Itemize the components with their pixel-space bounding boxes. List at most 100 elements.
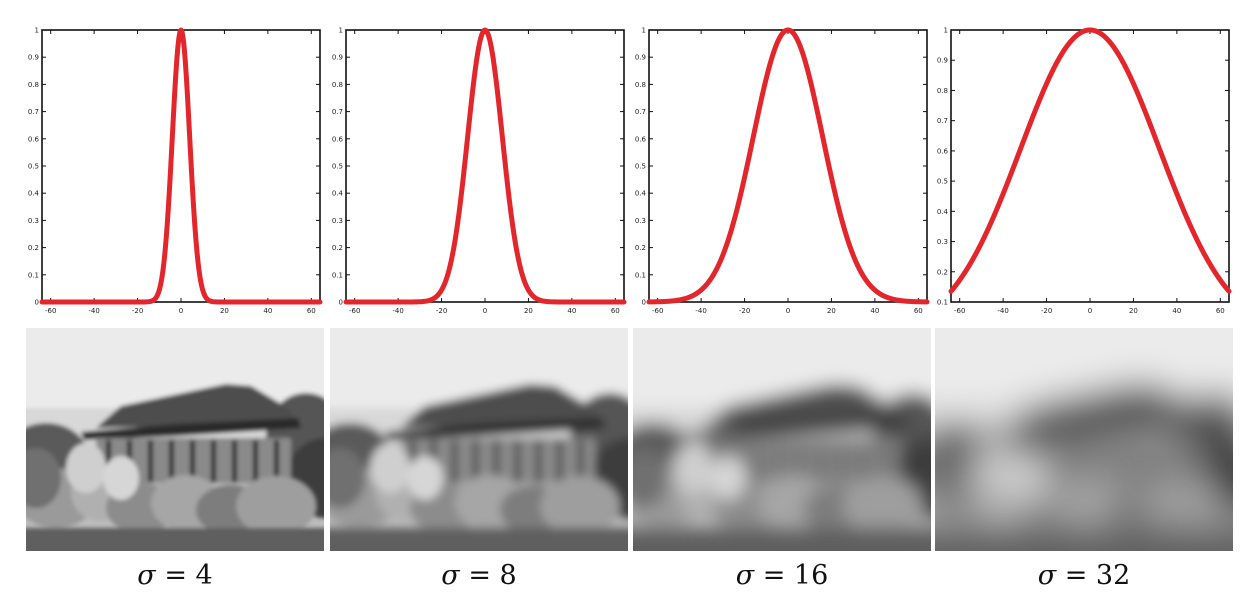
pillar — [410, 440, 415, 482]
y-tick-label: 0.7 — [332, 108, 343, 116]
plot-frame — [950, 29, 1230, 303]
pillar — [494, 440, 499, 482]
pillar — [881, 440, 886, 482]
ground — [330, 528, 628, 551]
bush — [540, 476, 620, 536]
y-tick-label: 0.9 — [937, 57, 948, 65]
x-tick-label: 60 — [914, 307, 923, 315]
x-tick-label: 20 — [1129, 307, 1138, 315]
y-tick-label: 0 — [35, 299, 39, 307]
photo-scene — [935, 328, 1233, 551]
x-tick-label: 0 — [179, 307, 183, 315]
y-tick-label: 0.2 — [28, 244, 39, 252]
pillar — [1078, 440, 1083, 482]
sigma-caption-3: σ = 16 — [633, 560, 931, 591]
y-axis: 0.1 0.2 0.3 0.4 0.5 0.6 0.7 0.8 0.9 1 — [937, 27, 1229, 307]
x-tick-label: -40 — [392, 307, 403, 315]
y-tick-label: 0.5 — [937, 178, 948, 186]
sky — [633, 328, 931, 408]
ground — [26, 528, 324, 551]
blurred-photo-2 — [330, 328, 628, 551]
pillar — [755, 440, 760, 482]
pillar — [473, 440, 478, 482]
pillar — [557, 440, 562, 482]
sky — [330, 328, 628, 408]
y-tick-label: 0.7 — [28, 108, 39, 116]
y-tick-label: 0 — [339, 299, 343, 307]
blurred-photo-4 — [935, 328, 1233, 551]
bush — [935, 448, 970, 508]
scene-content — [26, 328, 324, 551]
roof — [703, 384, 903, 428]
y-tick-label: 0.2 — [937, 268, 948, 276]
scene-content — [330, 328, 628, 551]
y-tick-label: 0.8 — [635, 81, 646, 89]
sky — [935, 328, 1233, 408]
blurred-photo-1 — [26, 328, 324, 551]
pillar — [713, 440, 718, 482]
y-tick-label: 0.3 — [937, 238, 948, 246]
bush — [66, 443, 106, 493]
sigma-symbol: σ — [137, 560, 156, 591]
photo-scene — [26, 328, 324, 551]
y-tick-label: 0 — [642, 299, 646, 307]
plot-frame — [345, 29, 625, 303]
roof — [96, 384, 296, 428]
pillar — [1162, 440, 1167, 482]
pillar — [169, 440, 174, 482]
y-tick-label: 0.6 — [28, 135, 40, 143]
y-tick-label: 1 — [339, 27, 343, 35]
bush — [975, 443, 1015, 493]
y-tick-label: 0.3 — [332, 217, 343, 225]
y-tick-label: 0.6 — [937, 147, 949, 155]
y-tick-label: 0.5 — [635, 163, 646, 171]
ground — [633, 528, 931, 551]
sigma-value: = 8 — [459, 560, 517, 591]
y-tick-label: 1 — [944, 27, 948, 35]
sky — [26, 328, 324, 408]
sigma-symbol: σ — [1037, 560, 1057, 591]
bush — [26, 448, 61, 508]
pillar — [1015, 440, 1020, 482]
y-axis: 0 0.1 0.2 0.3 0.4 0.5 0.6 0.7 0.8 0.9 1 — [635, 27, 927, 307]
pillar — [515, 440, 520, 482]
pillar — [190, 440, 195, 482]
x-tick-label: -40 — [997, 307, 1008, 315]
x-tick-label: 0 — [1088, 307, 1092, 315]
sigma-value: = 16 — [754, 560, 829, 591]
y-tick-label: 0.7 — [635, 108, 646, 116]
x-tick-label: -60 — [954, 307, 965, 315]
x-tick-label: -20 — [436, 307, 447, 315]
pillar — [578, 440, 583, 482]
y-tick-label: 0.3 — [28, 217, 39, 225]
gaussian-plot-4: -60 -40 -20 0 20 40 60 0.1 0.2 0.3 0.4 0.5 0.6 0.7 0.8… — [937, 27, 1232, 315]
photo-scene — [633, 328, 931, 551]
bush — [633, 448, 668, 508]
y-axis: 0 0.1 0.2 0.3 0.4 0.5 0.6 0.7 0.8 0.9 1 — [28, 27, 320, 307]
blurred-photo-3 — [633, 328, 931, 551]
x-tick-label: 20 — [524, 307, 533, 315]
y-tick-label: 0.2 — [332, 244, 343, 252]
bush — [236, 476, 316, 536]
y-tick-label: 0.4 — [332, 190, 344, 198]
y-tick-label: 0.6 — [332, 135, 344, 143]
y-tick-label: 0.2 — [635, 244, 646, 252]
x-tick-label: -20 — [132, 307, 143, 315]
x-tick-label: -60 — [45, 307, 56, 315]
pillar — [536, 440, 541, 482]
gaussian-curve — [39, 27, 323, 305]
y-tick-label: 0.1 — [28, 271, 39, 279]
x-tick-label: 40 — [263, 307, 272, 315]
x-tick-label: -60 — [652, 307, 663, 315]
y-tick-label: 0.9 — [28, 54, 39, 62]
bush — [710, 456, 746, 500]
x-tick-label: 40 — [870, 307, 879, 315]
y-tick-label: 0.4 — [28, 190, 40, 198]
y-tick-label: 0.5 — [332, 163, 343, 171]
pillar — [148, 440, 153, 482]
x-axis: -60 -40 -20 0 20 40 60 — [652, 30, 923, 315]
x-axis: -60 -40 -20 0 20 40 60 — [349, 30, 620, 315]
pillar — [776, 440, 781, 482]
ground — [935, 528, 1233, 551]
